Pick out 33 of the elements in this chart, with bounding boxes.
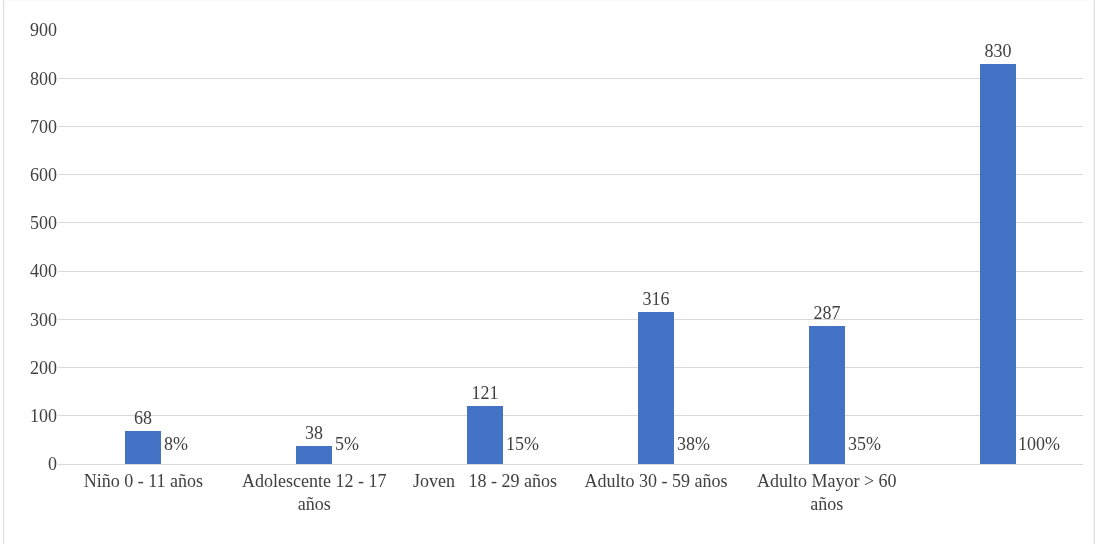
y-tick-label: 600 xyxy=(30,164,57,185)
data-label: 316 xyxy=(642,289,670,309)
y-tick-label: 300 xyxy=(30,309,57,330)
x-tick-label: Niño 0 - 11 años xyxy=(83,470,204,491)
annotation: 35% xyxy=(848,434,881,454)
annotation: 38% xyxy=(677,434,710,454)
bar xyxy=(638,312,674,464)
bar xyxy=(980,64,1016,464)
data-label: 121 xyxy=(471,383,499,403)
annotation: 15% xyxy=(506,434,539,454)
annotation: 100% xyxy=(1018,434,1060,454)
y-tick-label: 500 xyxy=(30,213,57,234)
y-tick-label: 100 xyxy=(30,406,57,427)
bar xyxy=(125,431,161,464)
data-label: 68 xyxy=(134,408,152,428)
y-tick-label: 800 xyxy=(30,68,57,89)
y-tick-label: 900 xyxy=(30,20,57,41)
data-label: 287 xyxy=(813,303,841,323)
y-tick-label: 700 xyxy=(30,116,57,137)
x-tick-label: Joven 18 - 29 años xyxy=(413,470,558,491)
bar xyxy=(809,326,845,464)
annotation: 5% xyxy=(335,434,359,454)
data-label: 830 xyxy=(984,41,1012,61)
annotation: 8% xyxy=(164,434,188,454)
y-tick-label: 400 xyxy=(30,261,57,282)
x-tick-label: Adolescente 12 - 17 años xyxy=(242,470,387,514)
y-tick-label: 200 xyxy=(30,357,57,378)
x-tick-label: Adulto 30 - 59 años xyxy=(584,470,728,491)
y-tick-label: 0 xyxy=(48,454,57,475)
data-label: 38 xyxy=(305,423,323,443)
bar xyxy=(296,446,332,464)
bar xyxy=(467,406,503,464)
x-tick-label: Adulto Mayor > 60 años xyxy=(756,470,897,514)
